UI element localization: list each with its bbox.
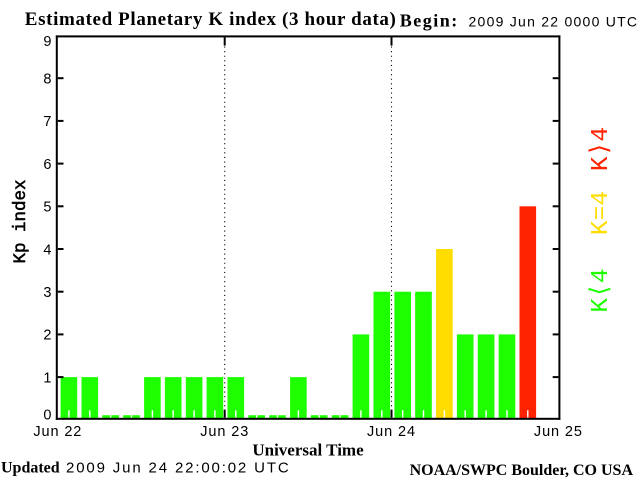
svg-text:Jun 22: Jun 22 xyxy=(33,424,82,440)
svg-text:7: 7 xyxy=(43,114,51,130)
svg-text:8: 8 xyxy=(43,72,51,88)
svg-text:2009 Jun 22 0000 UTC: 2009 Jun 22 0000 UTC xyxy=(469,14,639,30)
svg-text:Jun 23: Jun 23 xyxy=(200,424,249,440)
svg-text:Jun 24: Jun 24 xyxy=(367,424,416,440)
svg-text:4: 4 xyxy=(43,242,51,258)
svg-text:Jun 25: Jun 25 xyxy=(534,424,583,440)
svg-text:2009 Jun 24 22:00:02 UTC: 2009 Jun 24 22:00:02 UTC xyxy=(66,460,291,477)
svg-text:K=4: K=4 xyxy=(588,191,615,235)
svg-text:5: 5 xyxy=(43,200,51,216)
svg-text:Begin:: Begin: xyxy=(400,11,459,31)
svg-text:6: 6 xyxy=(43,157,51,173)
svg-text:NOAA/SWPC Boulder, CO USA: NOAA/SWPC Boulder, CO USA xyxy=(410,462,634,479)
svg-text:K⟨4: K⟨4 xyxy=(588,268,615,312)
svg-text:Kp index: Kp index xyxy=(11,179,31,263)
svg-text:Updated: Updated xyxy=(1,460,60,477)
svg-text:9: 9 xyxy=(43,34,51,50)
svg-text:0: 0 xyxy=(43,408,51,424)
svg-text:Estimated Planetary K index (3: Estimated Planetary K index (3 hour data… xyxy=(25,9,397,30)
svg-text:3: 3 xyxy=(43,285,51,301)
svg-text:2: 2 xyxy=(43,328,51,344)
svg-text:1: 1 xyxy=(43,370,51,386)
svg-text:K⟩4: K⟩4 xyxy=(588,127,615,171)
svg-text:Universal Time: Universal Time xyxy=(252,441,364,460)
